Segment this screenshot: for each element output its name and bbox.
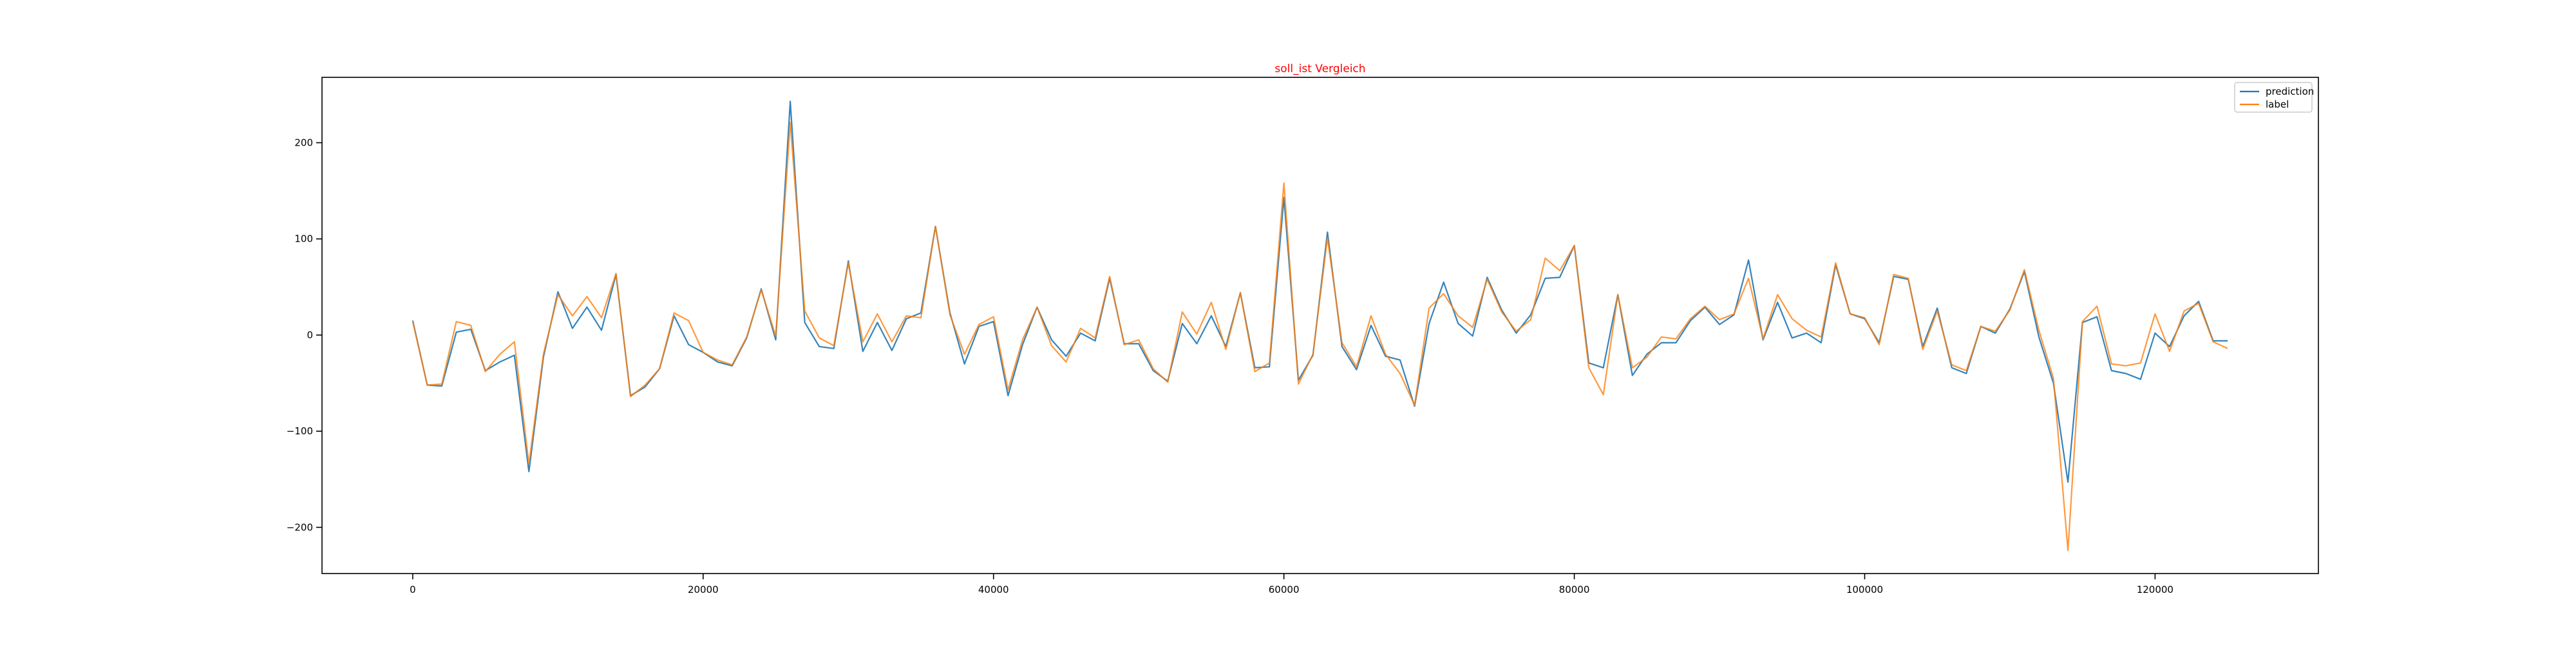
series-line-label [412,122,2228,552]
series-layer [412,101,2228,552]
y-tick-label: −100 [287,425,313,437]
x-tick-label: 20000 [688,584,719,595]
tick-layer: 0 20000 40000 60000 80000 100000 120000 −200 −10… [287,137,2174,595]
y-tick-label: 0 [307,329,313,341]
x-tick-label: 100000 [1846,584,1883,595]
axes [321,77,2319,574]
x-tick-label: 60000 [1269,584,1300,595]
x-tick-label: 120000 [2137,584,2174,595]
legend: prediction label [2234,82,2314,113]
y-tick-label: 100 [294,233,313,245]
plot-frame [321,77,2319,574]
chart-title: soll_ist Vergleich [1274,63,1365,75]
y-tick-label: 200 [294,137,313,148]
x-tick-label: 40000 [978,584,1009,595]
y-tick-label: −200 [287,521,313,533]
x-tick-label: 0 [410,584,416,595]
x-tick-label: 80000 [1559,584,1590,595]
legend-label-prediction: prediction [2266,86,2314,97]
legend-label-label: label [2266,99,2289,110]
